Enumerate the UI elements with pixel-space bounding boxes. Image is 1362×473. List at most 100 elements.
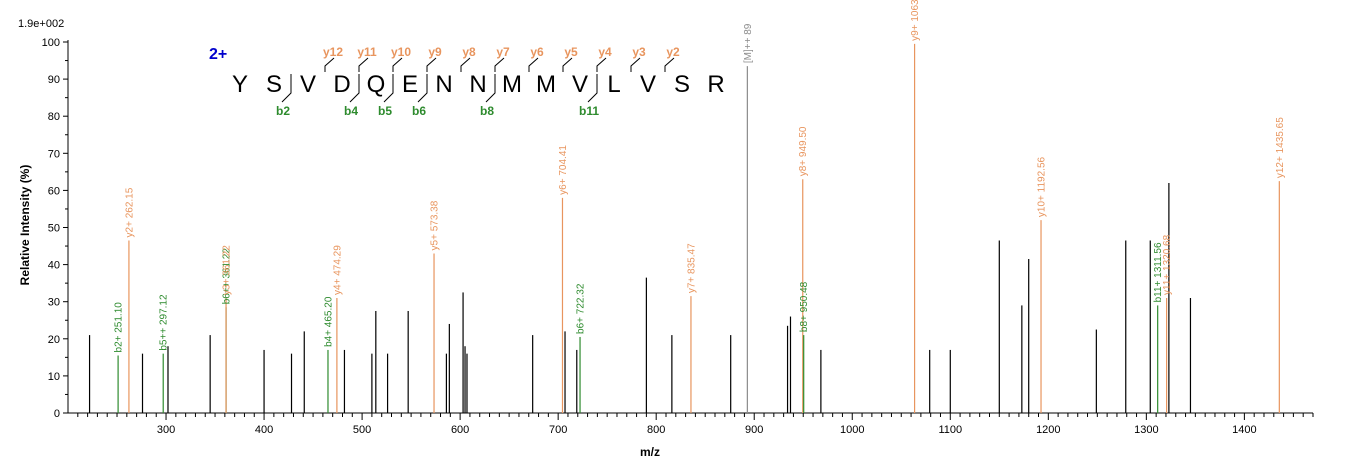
sequence-residue: S [266,71,282,98]
x-tick-label: 500 [353,424,371,436]
b-ion-cleavage-mark [281,74,292,103]
y-tick-label: 100 [42,37,60,49]
sequence-residue: D [333,71,350,98]
x-tick-label: 1100 [938,424,962,436]
b-ion-cleavage-mark [417,74,428,103]
y-tick-label: 90 [48,74,60,86]
y-ion-cleavage-mark [324,57,335,72]
y-tick-label: 50 [48,223,60,235]
y-ion-cleavage-mark [664,57,675,72]
x-tick-label: 1200 [1036,424,1060,436]
peak-label: b6++ 361.22 [222,248,233,305]
y-ion-cleavage-mark [562,57,573,72]
y-ion-cleavage-mark [596,57,607,72]
y-ion-cleavage-mark [460,57,471,72]
y-tick-label: 20 [48,334,60,346]
b-ion-cleavage-mark [349,74,360,103]
y-ion-label: y7 [496,45,510,59]
y-tick-label: 10 [48,371,60,383]
y-ion-label: y8 [462,45,476,59]
sequence-residue: V [640,71,656,98]
x-tick-label: 700 [549,424,567,436]
b-ion-label: b2 [276,104,290,118]
scale-label: 1.9e+002 [18,18,64,30]
peak-label: [M]++ 89 [743,23,754,63]
sequence-residue: Q [367,71,386,98]
y-ion-label: y10 [391,45,411,59]
y-ion-cleavage-mark [528,57,539,72]
y-ion-cleavage-mark [494,57,505,72]
sequence-residue: M [502,71,522,98]
sequence-residue: E [402,71,418,98]
y-ion-label: y11 [357,45,377,59]
sequence-residue: N [435,71,452,98]
y-tick-label: 30 [48,297,60,309]
x-tick-label: 600 [451,424,469,436]
x-tick-label: 1000 [840,424,864,436]
y-ion-label: y6 [530,45,544,59]
b-ion-cleavage-mark [383,74,394,103]
y-ion-cleavage-mark [426,57,437,72]
peak-label: y7+ 835.47 [686,243,697,293]
peak-label: y3+ 361.22 [222,245,233,295]
peak-label: y12+ 1435.65 [1275,117,1286,178]
peak-label: b6+ 722.32 [576,283,587,334]
y-ion-label: y5 [564,45,578,59]
y-ion-cleavage-mark [358,57,369,72]
sequence-residue: L [607,71,620,98]
sequence-residue: N [469,71,486,98]
sequence-residue: V [572,71,588,98]
peak-label: b4+ 465.20 [323,296,334,347]
sequence-residue: R [707,71,724,98]
peak-label: y11+ 1320.68 [1162,234,1173,295]
y-ion-label: y4 [598,45,612,59]
peak-label: y5+ 573.38 [430,200,441,250]
peak-labels-group: b2+ 251.10 y2+ 262.15 b5++ 297.12 b6++ 361.… [114,0,1286,352]
y-tick-label: 0 [54,408,60,420]
b-ion-label: b4 [344,104,358,118]
charge-label: 2+ [209,46,227,63]
peak-label: y9+ 1063.59 [910,0,921,41]
sequence-residue: M [536,71,556,98]
y-tick-label: 70 [48,148,60,160]
y-tick-label: 80 [48,111,60,123]
b-ion-label: b11 [579,104,599,118]
y-ion-label: y2 [666,45,680,59]
x-tick-label: 900 [745,424,763,436]
peak-label: y6+ 704.41 [558,145,569,195]
sequence-residue: Y [232,71,248,98]
y-axis-label: Relative Intensity (%) [18,165,32,286]
peak-label: b11+ 1311.56 [1153,242,1164,302]
x-tick-label: 800 [647,424,665,436]
peak-label: y4+ 474.29 [332,245,343,295]
b-ion-cleavage-mark [587,74,598,103]
x-axis-label: m/z [640,445,660,459]
sequence-residue: V [300,71,316,98]
sequence-residue: S [674,71,690,98]
y-tick-label: 60 [48,185,60,197]
peak-label: y10+ 1192.56 [1037,156,1048,217]
b-ion-label: b6 [412,104,426,118]
y-tick-label: 40 [48,260,60,272]
b-ion-label: b8 [480,104,494,118]
peak-label: b5++ 297.12 [159,294,170,351]
peak-label: b2+ 251.10 [114,302,125,353]
peak-label: y8+ 949.50 [798,126,809,176]
x-tick-label: 400 [255,424,273,436]
peak-label: b8+ 950.48 [799,281,810,332]
y-ion-cleavage-mark [392,57,403,72]
peaks-group [88,43,1280,413]
y-ion-label: y12 [323,45,343,59]
x-tick-label: 1300 [1134,424,1158,436]
y-ion-label: y3 [632,45,646,59]
b-ion-cleavage-mark [485,74,496,103]
b-ion-label: b5 [378,104,392,118]
y-ion-label: y9 [428,45,442,59]
y-ion-cleavage-mark [630,57,641,72]
x-tick-label: 300 [157,424,175,436]
peak-label: y2+ 262.15 [124,187,135,237]
x-tick-label: 1400 [1232,424,1256,436]
